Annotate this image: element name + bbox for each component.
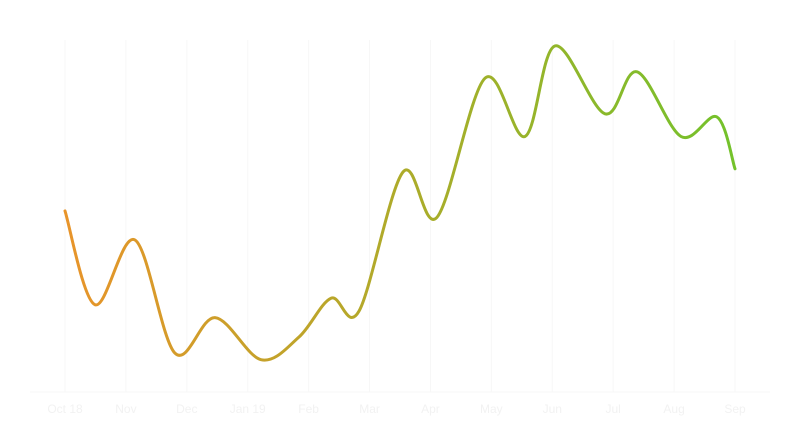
x-tick-label: Jan 19 xyxy=(230,402,266,416)
x-tick-label: Mar xyxy=(359,402,380,416)
x-tick-label: Jul xyxy=(606,402,621,416)
series-line xyxy=(63,44,737,362)
x-tick-label: Nov xyxy=(115,402,136,416)
x-axis-ticks: Oct 18 Nov Dec Jan 19 Feb Mar Apr May Jun Jul Aug S… xyxy=(47,402,746,416)
x-tick-label: Feb xyxy=(298,402,319,416)
x-tick-label: Sep xyxy=(724,402,746,416)
x-tick-label: Jun xyxy=(543,402,562,416)
grid-lines xyxy=(64,40,736,392)
x-tick-label: Aug xyxy=(663,402,684,416)
x-tick-label: Apr xyxy=(421,402,440,416)
x-tick-label: Oct 18 xyxy=(47,402,83,416)
x-tick-label: May xyxy=(480,402,503,416)
x-tick-label: Dec xyxy=(176,402,197,416)
